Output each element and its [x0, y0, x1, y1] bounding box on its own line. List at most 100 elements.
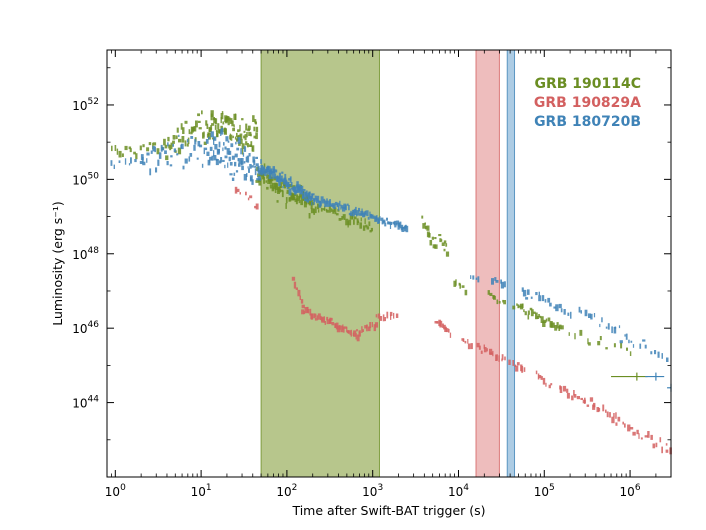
data-point: [390, 222, 393, 225]
data-point: [243, 135, 245, 139]
data-point: [316, 195, 320, 202]
data-point: [571, 395, 574, 401]
data-point: [301, 309, 305, 315]
data-point: [333, 206, 335, 213]
data-point: [439, 320, 443, 328]
data-point: [445, 328, 449, 333]
data-point: [209, 159, 211, 164]
data-point: [158, 152, 162, 159]
data-point: [238, 163, 241, 167]
data-point: [217, 148, 220, 154]
data-point: [187, 137, 190, 145]
data-point: [521, 303, 524, 309]
data-point: [516, 303, 518, 306]
data-point: [142, 156, 144, 163]
data-point: [259, 176, 261, 181]
data-point: [237, 134, 241, 138]
data-point: [632, 431, 636, 436]
data-point: [448, 328, 450, 333]
data-point: [244, 134, 247, 141]
data-point: [215, 159, 219, 166]
series-grb-180720b: [110, 127, 672, 392]
data-point: [254, 121, 257, 125]
data-point: [236, 147, 240, 151]
data-point: [615, 422, 618, 426]
plot-points: [110, 110, 672, 455]
data-point: [584, 397, 586, 404]
data-point: [247, 166, 249, 169]
data-point: [178, 134, 180, 137]
data-point: [231, 120, 234, 127]
data-point: [270, 168, 273, 174]
data-point: [335, 213, 339, 216]
data-point: [217, 123, 220, 130]
data-point: [156, 148, 160, 155]
data-point: [280, 182, 283, 189]
data-point: [439, 238, 442, 243]
data-point: [374, 322, 379, 328]
data-point: [483, 347, 487, 353]
data-point: [285, 182, 290, 187]
data-point: [220, 157, 223, 163]
data-point: [203, 147, 205, 155]
data-point: [313, 198, 316, 202]
data-point: [489, 348, 493, 355]
data-point: [313, 208, 315, 215]
data-point: [521, 287, 524, 292]
data-point: [601, 317, 603, 323]
data-point: [342, 207, 346, 212]
data-point: [535, 292, 538, 296]
data-point: [267, 166, 271, 172]
data-point: [298, 186, 302, 191]
data-point: [256, 178, 259, 181]
data-point: [243, 174, 247, 181]
data-point: [626, 347, 628, 351]
data-point: [113, 164, 115, 169]
data-point: [257, 165, 260, 173]
data-point: [432, 244, 436, 249]
data-point: [286, 185, 289, 190]
data-point: [311, 194, 314, 200]
data-point: [229, 118, 233, 124]
data-point: [253, 126, 256, 132]
data-point: [519, 303, 523, 310]
data-point: [277, 189, 282, 193]
data-point: [502, 299, 504, 303]
data-point: [248, 153, 251, 157]
data-point: [445, 243, 448, 247]
data-point: [467, 343, 471, 350]
data-point: [464, 289, 468, 296]
data-point: [440, 239, 443, 242]
data-point: [291, 276, 296, 281]
data-point: [560, 325, 564, 330]
data-point: [527, 289, 530, 295]
data-point: [579, 329, 583, 336]
data-point: [205, 120, 208, 126]
data-point: [588, 342, 591, 346]
data-point: [235, 170, 239, 173]
data-point: [241, 118, 244, 121]
data-point: [291, 193, 295, 201]
data-point: [251, 179, 254, 185]
data-point: [301, 304, 305, 309]
data-point: [326, 200, 330, 207]
data-point: [214, 124, 217, 130]
data-point: [197, 141, 201, 147]
data-point: [210, 110, 214, 117]
data-point: [228, 156, 231, 162]
data-point: [336, 325, 340, 333]
data-point: [311, 313, 313, 320]
data-point: [307, 309, 310, 314]
data-point: [207, 159, 211, 166]
data-point: [538, 295, 542, 302]
data-point: [379, 216, 381, 221]
data-point: [188, 156, 191, 162]
data-point: [470, 343, 473, 350]
data-point: [359, 222, 362, 229]
data-point: [321, 316, 325, 323]
data-point: [348, 205, 350, 211]
data-point: [464, 340, 467, 344]
data-point: [358, 331, 361, 334]
data-point: [239, 124, 241, 132]
